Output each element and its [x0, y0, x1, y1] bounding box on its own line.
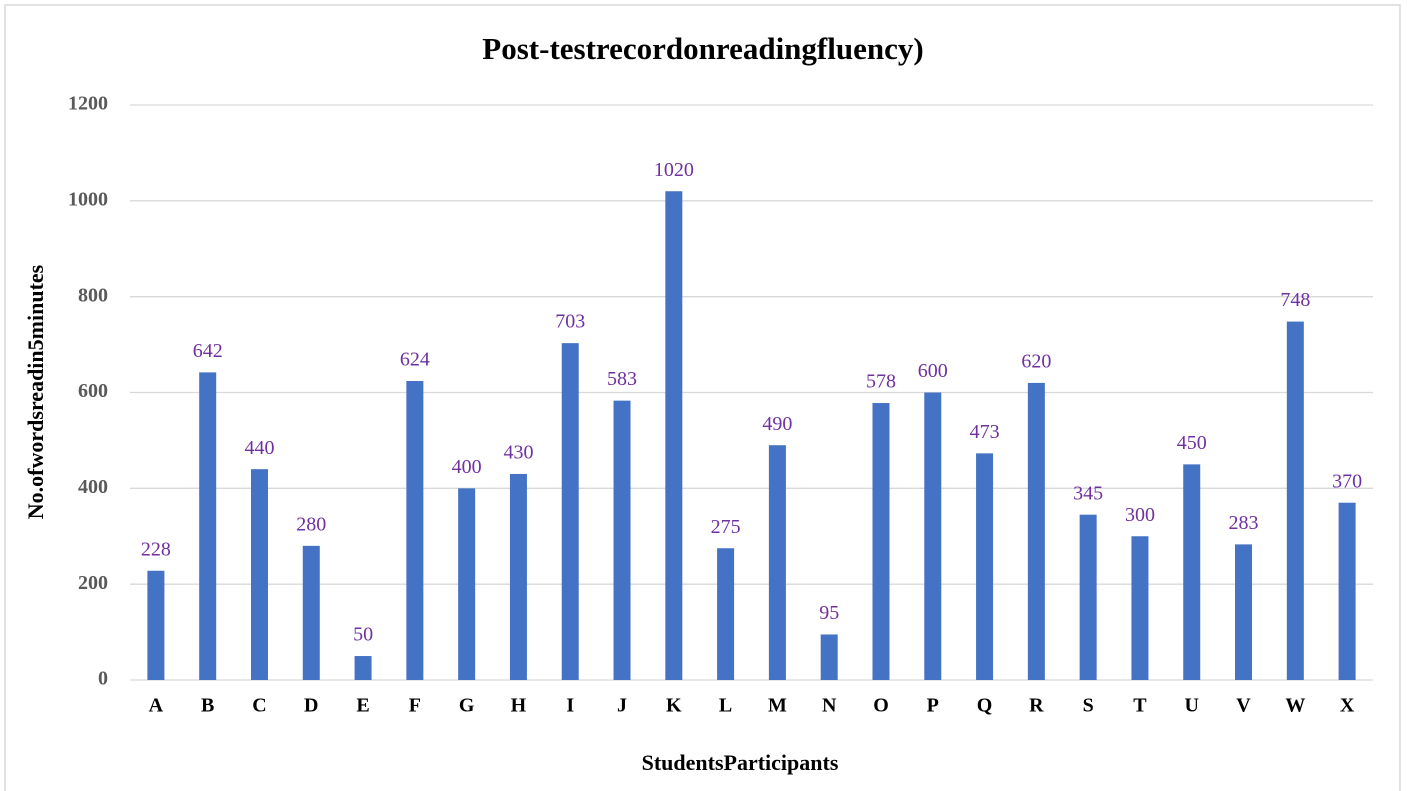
bar [1131, 536, 1149, 680]
x-tick-label: B [201, 695, 214, 717]
bar [250, 469, 268, 680]
bar [1079, 514, 1097, 680]
x-tick-label: T [1133, 695, 1147, 717]
bar [1338, 502, 1356, 680]
data-label: 345 [1073, 482, 1103, 504]
x-tick-label: J [617, 695, 627, 717]
x-tick-label: U [1185, 695, 1199, 717]
bar [199, 372, 217, 680]
data-label: 1020 [654, 159, 694, 181]
data-label: 95 [819, 602, 839, 624]
data-label: 583 [607, 368, 637, 390]
bar [717, 548, 735, 680]
data-label: 473 [970, 421, 1000, 443]
bar [820, 634, 838, 680]
x-tick-label: H [511, 695, 527, 717]
x-tick-label: R [1029, 695, 1044, 717]
x-tick-label: F [409, 695, 421, 717]
bar [665, 191, 683, 680]
x-tick-label: D [304, 695, 318, 717]
x-tick-label: K [666, 695, 682, 717]
data-label: 624 [400, 349, 430, 371]
data-label: 600 [918, 360, 948, 382]
x-tick-label: L [719, 695, 732, 717]
chart-title: Post-testrecordonreadingfluency) [482, 31, 923, 66]
bar [509, 473, 527, 680]
x-tick-label: O [873, 695, 889, 717]
bar [613, 400, 631, 680]
bar [976, 453, 994, 680]
x-tick-label: Q [977, 695, 993, 717]
data-label: 642 [193, 340, 223, 362]
bar [1027, 382, 1045, 680]
x-axis-label: StudentsParticipants [642, 750, 839, 775]
data-label: 490 [762, 413, 792, 435]
x-tick-label: I [566, 695, 574, 717]
data-label: 703 [555, 311, 585, 333]
data-label: 300 [1125, 504, 1155, 526]
y-tick-label: 200 [78, 572, 108, 594]
data-label: 578 [866, 371, 896, 393]
x-tick-label: E [356, 695, 369, 717]
x-tick-label: S [1083, 695, 1094, 717]
bar [302, 545, 320, 680]
x-tick-label: N [822, 695, 837, 717]
data-label: 275 [711, 516, 741, 538]
x-tick-label: W [1285, 695, 1305, 717]
x-tick-label: M [768, 695, 787, 717]
data-label: 283 [1229, 512, 1259, 534]
bar [561, 343, 579, 680]
y-tick-label: 1200 [68, 93, 108, 115]
data-label: 400 [452, 456, 482, 478]
x-tick-label: X [1340, 695, 1355, 717]
y-tick-label: 400 [78, 476, 108, 498]
data-label: 50 [353, 624, 373, 646]
data-label: 430 [503, 442, 533, 464]
bar [354, 656, 372, 680]
bar [924, 392, 942, 680]
bar [1235, 544, 1253, 680]
data-label: 440 [244, 437, 274, 459]
chart-frame [4, 4, 1401, 791]
bar [872, 403, 890, 680]
data-label: 228 [141, 538, 171, 560]
data-label: 748 [1280, 289, 1310, 311]
data-label: 450 [1177, 432, 1207, 454]
x-tick-label: P [927, 695, 939, 717]
y-axis-label: No.ofwordsreadin5minutes [23, 264, 48, 519]
y-tick-label: 1000 [68, 188, 108, 210]
bar [147, 570, 165, 680]
x-tick-label: V [1236, 695, 1251, 717]
data-label: 280 [296, 513, 326, 535]
y-tick-label: 800 [78, 284, 108, 306]
data-label: 370 [1332, 470, 1362, 492]
data-label: 620 [1021, 351, 1051, 373]
x-tick-label: G [459, 695, 475, 717]
x-tick-label: C [252, 695, 266, 717]
x-tick-label: A [149, 695, 164, 717]
bar [1183, 464, 1201, 680]
bar [406, 381, 424, 680]
y-tick-label: 600 [78, 380, 108, 402]
bar [458, 488, 476, 680]
bar [768, 445, 786, 680]
y-tick-label: 0 [98, 668, 108, 690]
bar [1286, 321, 1304, 680]
